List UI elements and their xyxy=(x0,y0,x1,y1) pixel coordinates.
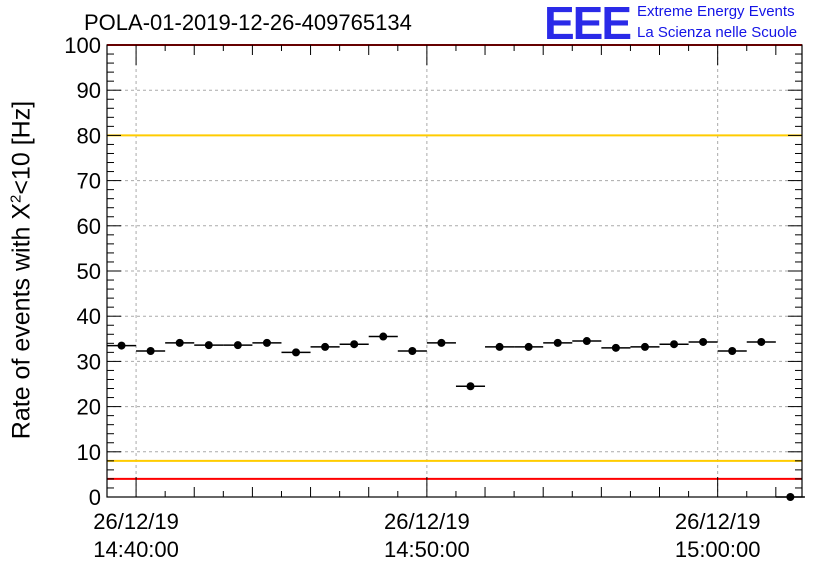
logo-line-1: Extreme Energy Events xyxy=(637,3,795,20)
data-point xyxy=(495,342,504,351)
data-point xyxy=(611,343,620,352)
data-point xyxy=(408,347,417,356)
eee-logo: EEE xyxy=(544,0,632,49)
data-point xyxy=(321,342,330,351)
x-tick-label-date: 26/12/19 xyxy=(93,509,179,534)
y-tick-label: 30 xyxy=(77,349,101,374)
data-point xyxy=(292,348,301,357)
x-tick-label-time: 14:40:00 xyxy=(93,537,179,562)
y-tick-label: 20 xyxy=(77,395,101,420)
y-tick-label: 100 xyxy=(64,33,101,58)
data-point xyxy=(553,338,562,347)
data-point xyxy=(699,337,708,346)
y-tick-label: 80 xyxy=(77,123,101,148)
y-tick-label: 10 xyxy=(77,440,101,465)
data-point xyxy=(757,337,766,346)
data-point xyxy=(379,332,388,341)
data-point xyxy=(670,340,679,349)
data-point xyxy=(262,338,271,347)
data-point xyxy=(524,342,533,351)
data-point xyxy=(146,347,155,356)
logo-line-2: La Scienza nelle Scuole xyxy=(637,24,798,41)
y-tick-label: 0 xyxy=(89,485,101,510)
y-tick-label: 60 xyxy=(77,214,101,239)
data-point xyxy=(786,493,795,501)
x-tick-label-date: 26/12/19 xyxy=(384,509,470,534)
y-tick-label: 90 xyxy=(77,78,101,103)
y-tick-label: 50 xyxy=(77,259,101,284)
data-point xyxy=(117,341,126,350)
y-axis-label: Rate of events with X2<10 [Hz] xyxy=(7,100,36,440)
chart-title: POLA-01-2019-12-26-409765134 xyxy=(84,10,412,35)
data-point xyxy=(204,341,213,350)
data-point xyxy=(582,337,591,346)
y-tick-label: 70 xyxy=(77,169,101,194)
data-point xyxy=(728,347,737,356)
data-point xyxy=(175,338,184,347)
x-tick-label-time: 14:50:00 xyxy=(384,537,470,562)
data-point xyxy=(350,340,359,349)
data-point xyxy=(437,338,446,347)
y-tick-label: 40 xyxy=(77,304,101,329)
x-tick-label-time: 15:00:00 xyxy=(675,537,761,562)
data-point xyxy=(640,342,649,351)
data-point xyxy=(466,382,475,391)
data-point xyxy=(233,341,242,350)
x-tick-label-date: 26/12/19 xyxy=(675,509,761,534)
